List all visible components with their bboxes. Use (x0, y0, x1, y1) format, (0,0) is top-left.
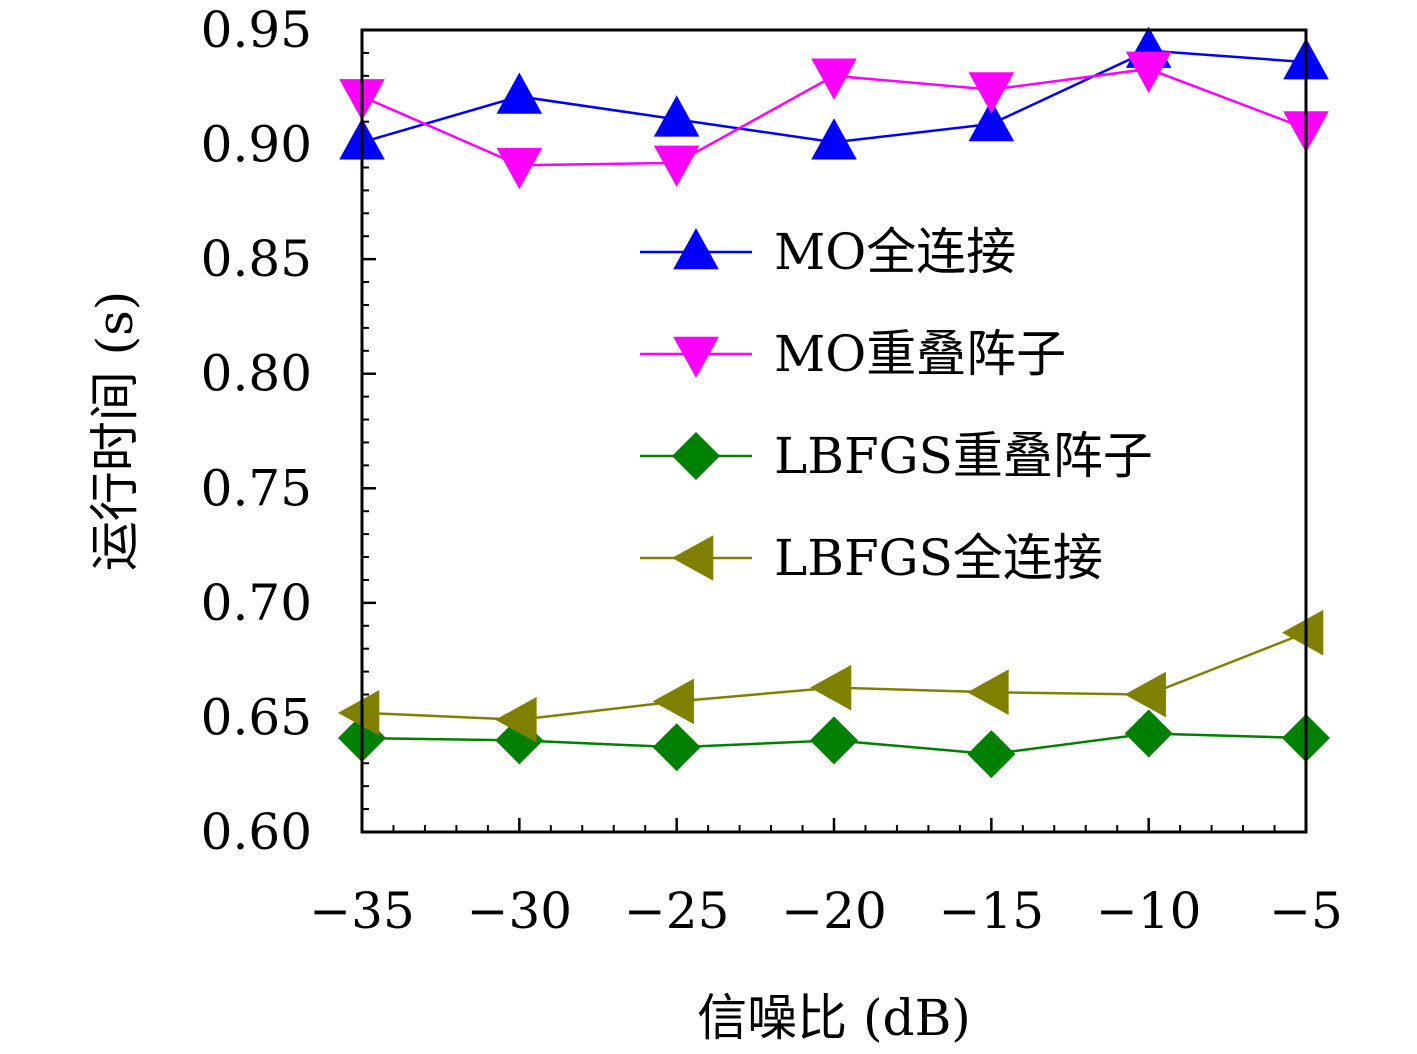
data-point (810, 716, 858, 765)
x-tick-label: −25 (624, 882, 730, 940)
data-point (652, 678, 694, 725)
data-point (653, 145, 700, 187)
x-tick-labels: −35 −30 −25 −20 −15 −10 −5 (309, 882, 1343, 940)
data-point (653, 95, 700, 137)
data-point (1282, 609, 1324, 656)
data-point (338, 690, 380, 736)
series-2 (338, 709, 1330, 779)
series-3 (338, 609, 1324, 743)
legend-marker (673, 228, 719, 270)
x-tick-label: −5 (1269, 882, 1343, 940)
data-point (968, 99, 1015, 142)
x-tick-label: −35 (309, 882, 415, 940)
legend-marker (672, 535, 714, 581)
data-point (496, 147, 543, 190)
data-point (967, 669, 1009, 716)
data-point (811, 118, 857, 160)
data-point (1125, 51, 1172, 93)
y-tick-label: 0.75 (201, 459, 312, 517)
y-tick-label: 0.70 (201, 574, 312, 632)
y-axis-label: 运行时间 (s) (86, 291, 144, 572)
legend-marker (673, 336, 719, 378)
legend-item: MO全连接 (640, 223, 1016, 281)
y-tick-label: 0.85 (201, 230, 312, 288)
data-point (968, 72, 1015, 114)
data-point (811, 58, 857, 100)
legend: MO全连接 MO重叠阵子 LBFGS重叠阵子 LBFGS全连接 (640, 223, 1153, 587)
x-axis-label: 信噪比 (dB) (697, 989, 971, 1047)
legend-label: LBFGS全连接 (774, 529, 1103, 587)
data-point (495, 696, 537, 743)
legend-label: MO全连接 (774, 223, 1016, 281)
y-tick-label: 0.95 (201, 1, 312, 59)
y-tick-label: 0.90 (201, 116, 312, 174)
y-tick-label: 0.65 (201, 688, 312, 746)
y-tick-labels: 0.60 0.65 0.70 0.75 0.80 0.85 0.90 0.95 (201, 1, 312, 861)
y-tick-label: 0.80 (201, 345, 312, 403)
legend-marker (672, 432, 720, 480)
legend-item: MO重叠阵子 (640, 325, 1066, 383)
data-point (810, 664, 852, 711)
legend-item: LBFGS重叠阵子 (640, 427, 1153, 485)
data-point (967, 730, 1016, 779)
data-point (1124, 671, 1166, 718)
legend-label: LBFGS重叠阵子 (774, 427, 1153, 485)
data-point (652, 723, 701, 772)
plot-frame (360, 28, 1308, 834)
data-point (496, 72, 543, 114)
legend-item: LBFGS全连接 (640, 529, 1103, 587)
y-tick-label: 0.60 (201, 803, 312, 861)
x-tick-label: −20 (781, 882, 887, 940)
x-tick-label: −15 (939, 882, 1045, 940)
data-point (1124, 709, 1173, 758)
series-layer (338, 26, 1330, 779)
x-tick-label: −10 (1096, 882, 1202, 940)
x-tick-label: −30 (467, 882, 573, 940)
legend-label: MO重叠阵子 (774, 325, 1066, 383)
